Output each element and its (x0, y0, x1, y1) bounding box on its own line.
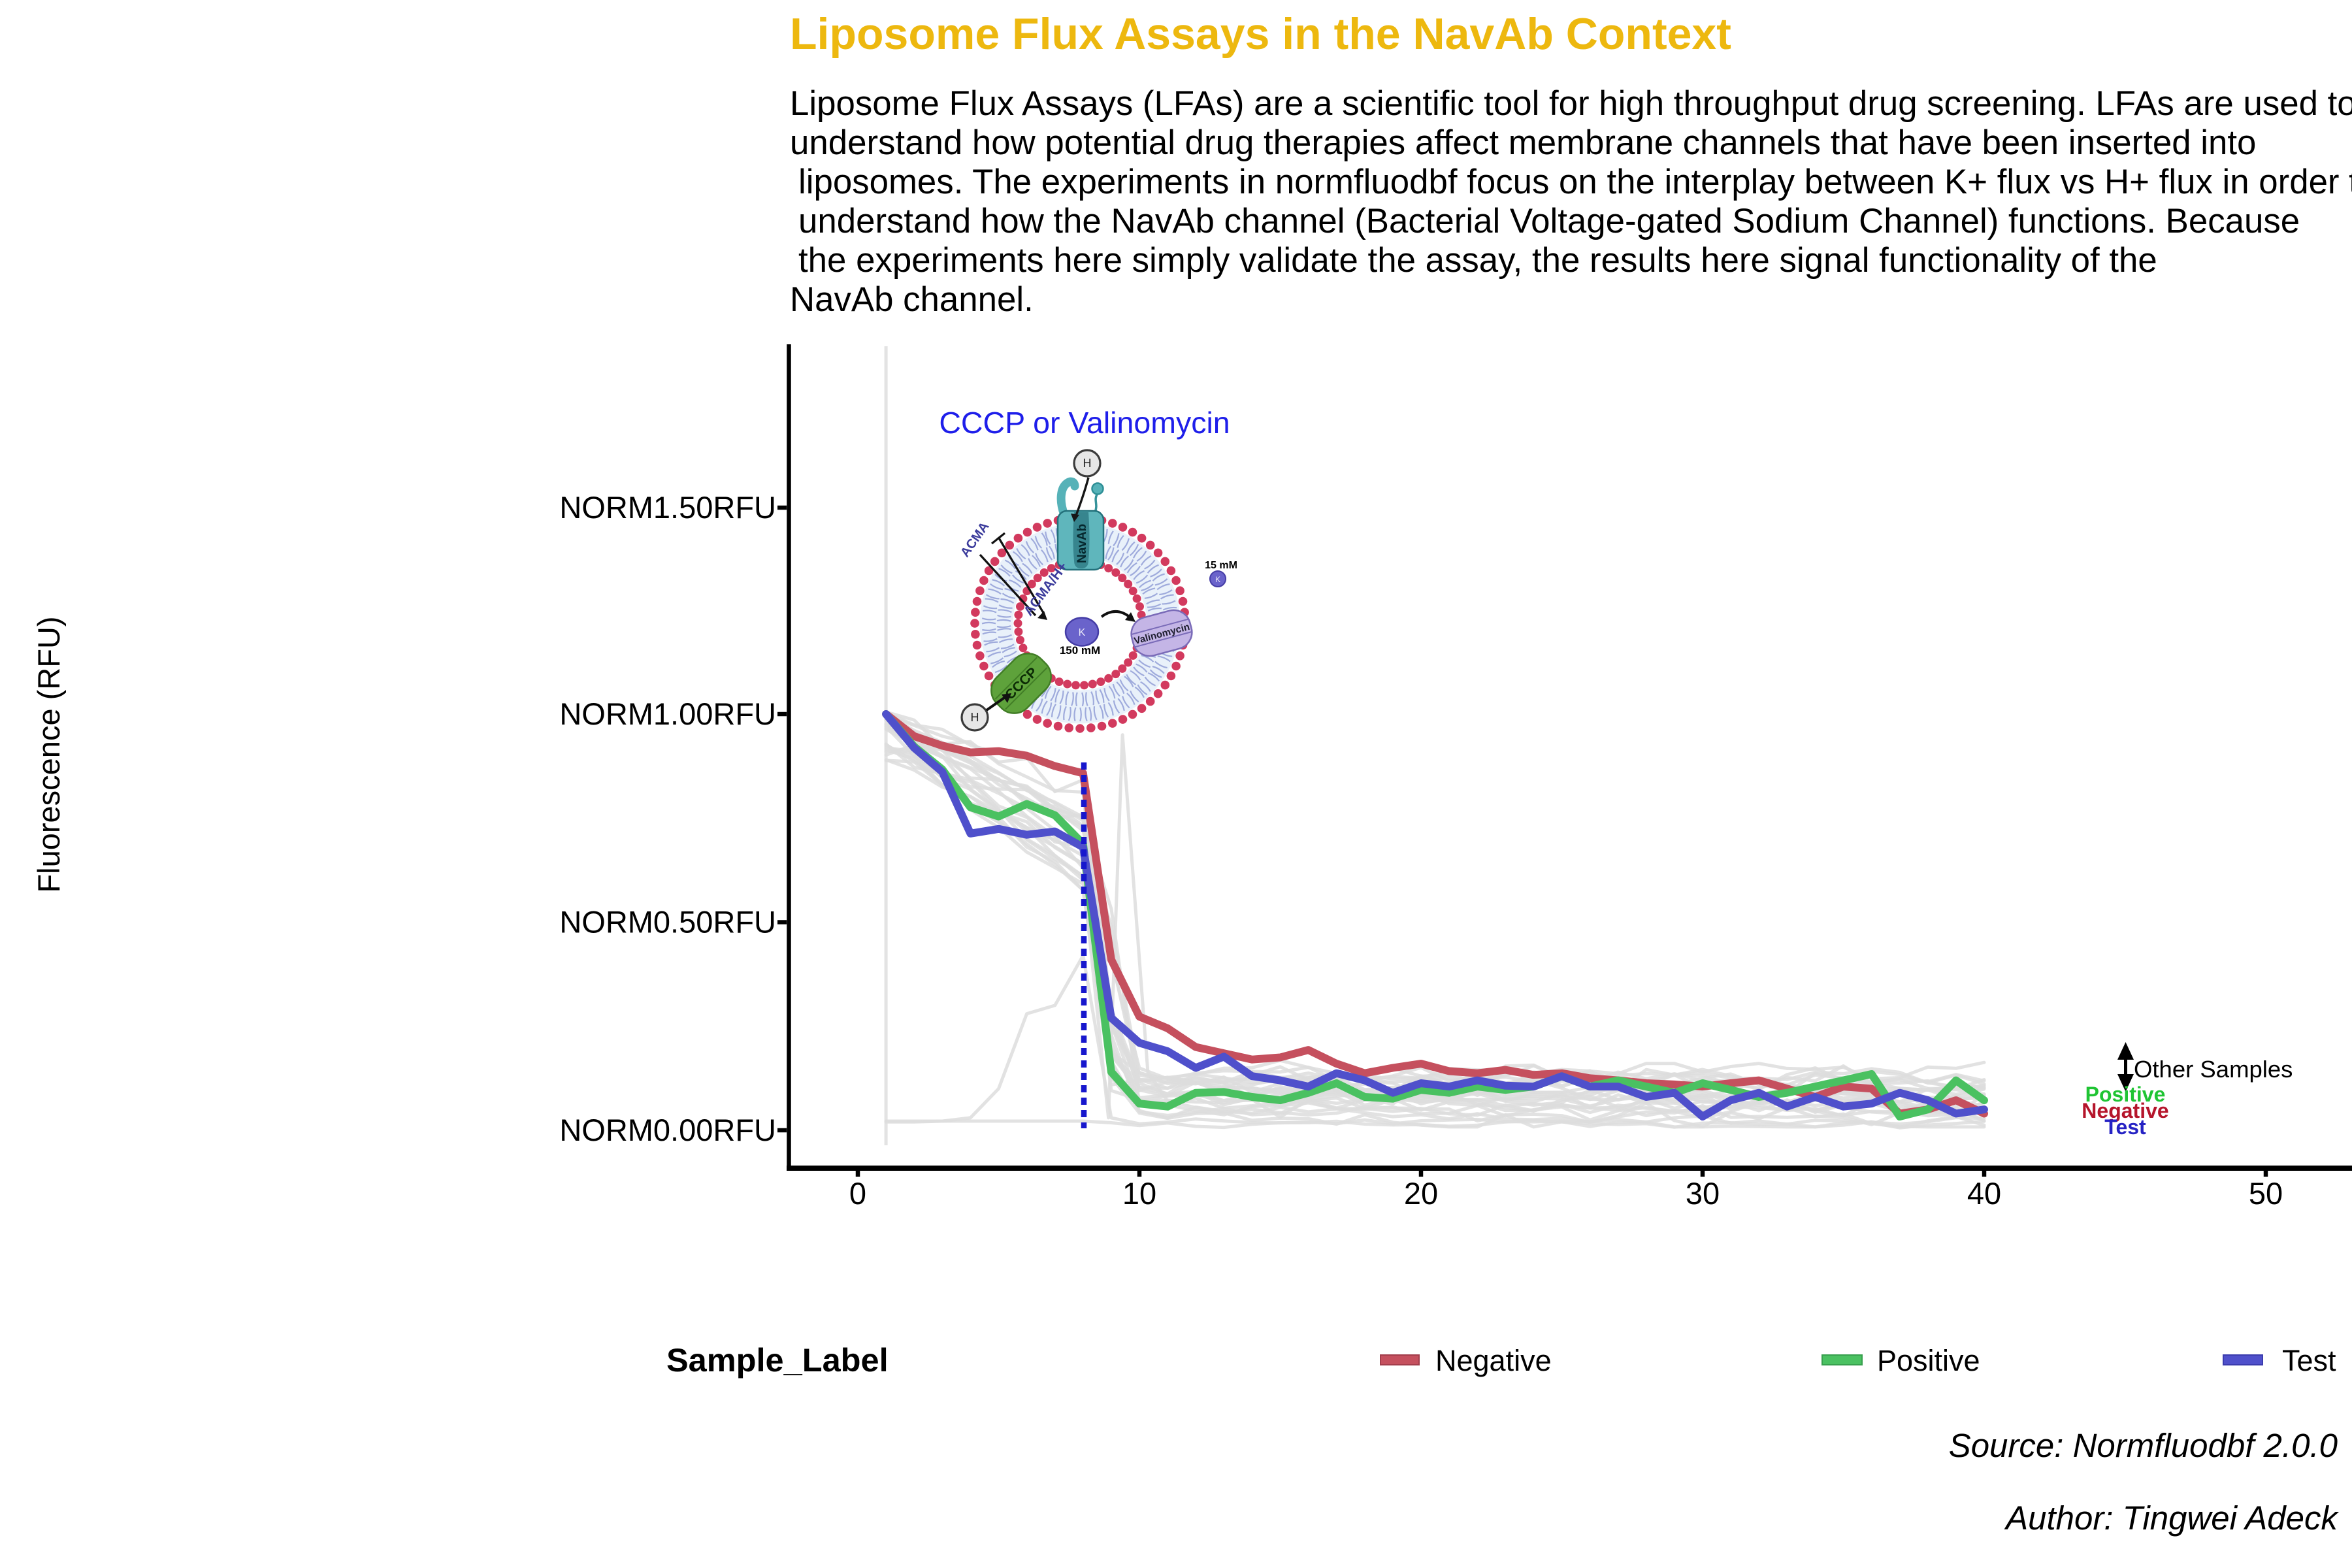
svg-text:NORM0.00RFU: NORM0.00RFU (559, 1113, 776, 1147)
svg-text:Fluorescence (RFU): Fluorescence (RFU) (31, 616, 66, 892)
svg-text:the experiments here simply va: the experiments here simply validate the… (798, 241, 2157, 280)
svg-text:10: 10 (1122, 1176, 1156, 1211)
svg-text:Test: Test (2104, 1115, 2146, 1139)
svg-text:H: H (1083, 457, 1092, 470)
svg-text:40: 40 (1967, 1176, 2001, 1211)
svg-text:Positive: Positive (2085, 1083, 2166, 1106)
svg-text:Sample_Label: Sample_Label (666, 1341, 889, 1379)
svg-text:20: 20 (1404, 1176, 1438, 1211)
svg-text:Negative: Negative (2082, 1099, 2168, 1122)
svg-text:NavAb: NavAb (1075, 524, 1089, 563)
svg-text:30: 30 (1686, 1176, 1720, 1211)
svg-text:Source: Normfluodbf 2.0.0: Source: Normfluodbf 2.0.0 (1949, 1427, 2338, 1464)
svg-text:50: 50 (2249, 1176, 2283, 1211)
svg-text:CCCP or Valinomycin: CCCP or Valinomycin (939, 406, 1230, 440)
svg-text:Test: Test (2282, 1344, 2336, 1377)
svg-text:Author: Tingwei Adeck: Author: Tingwei Adeck (2004, 1499, 2339, 1537)
svg-text:NORM1.00RFU: NORM1.00RFU (559, 696, 776, 731)
svg-text:Positive: Positive (1877, 1344, 1980, 1377)
svg-text:K: K (1079, 627, 1086, 638)
svg-text:Other Samples: Other Samples (2134, 1056, 2293, 1083)
svg-text:0: 0 (849, 1176, 866, 1211)
svg-text:liposomes. The experiments in: liposomes. The experiments in normfluodb… (798, 163, 2352, 201)
svg-text:NORM0.50RFU: NORM0.50RFU (559, 905, 776, 939)
svg-text:Liposome Flux Assays (LFAs) ar: Liposome Flux Assays (LFAs) are a scient… (790, 84, 2352, 123)
svg-text:150 mM: 150 mM (1060, 644, 1100, 657)
svg-text:K: K (1215, 575, 1220, 584)
svg-text:understand how potential drug: understand how potential drug therapies … (790, 123, 2256, 162)
svg-text:Liposome Flux Assays in the Na: Liposome Flux Assays in the NavAb Contex… (790, 9, 1731, 59)
svg-text:understand how the NavAb chann: understand how the NavAb channel (Bacter… (798, 202, 2300, 240)
svg-text:NORM1.50RFU: NORM1.50RFU (559, 490, 776, 525)
svg-text:H: H (971, 711, 979, 724)
svg-text:15 mM: 15 mM (1205, 560, 1237, 571)
svg-text:Negative: Negative (1435, 1344, 1552, 1377)
svg-text:NavAb channel.: NavAb channel. (790, 280, 1034, 319)
